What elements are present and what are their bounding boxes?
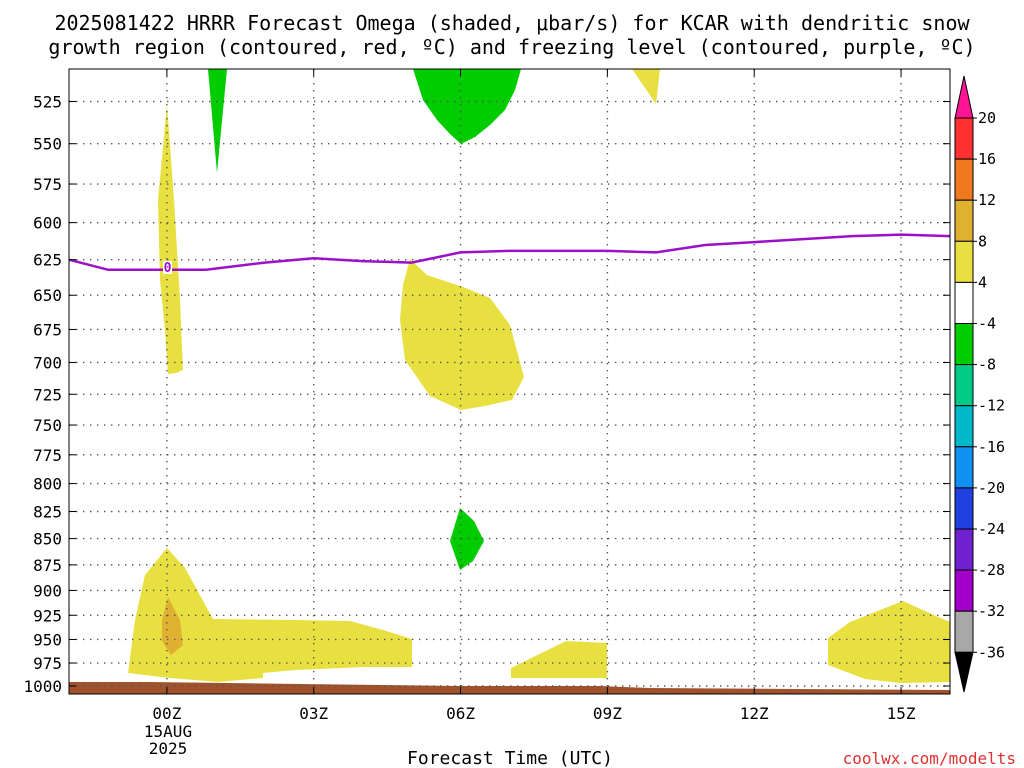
colorbar-segment xyxy=(954,610,974,653)
x-tick-label: 06Z xyxy=(446,704,475,723)
chart-title-line1: 2025081422 HRRR Forecast Omega (shaded, … xyxy=(54,11,970,35)
colorbar-segment xyxy=(954,569,974,612)
y-tick-label: 675 xyxy=(33,320,62,339)
x-axis-label: Forecast Time (UTC) xyxy=(407,748,613,768)
x-tick-label: 03Z xyxy=(299,704,328,723)
colorbar-label: -24 xyxy=(978,520,1005,538)
chart-title-line2: growth region (contoured, red, ºC) and f… xyxy=(48,35,975,59)
colorbar-label: 16 xyxy=(978,150,996,168)
colorbar-segment xyxy=(954,158,974,201)
colorbar: 20 16 12 8 4 -4 -8 -12 -16 -20 -24 -28 -32 -36 xyxy=(954,75,1005,693)
omega-region-yellow-06z-midlevel xyxy=(400,259,524,410)
y-tick-label: 550 xyxy=(33,135,62,154)
colorbar-segment xyxy=(954,117,974,160)
omega-region-yellow-low-left xyxy=(128,548,412,682)
y-tick-label: 975 xyxy=(33,654,62,673)
omega-region-green-upper-mid xyxy=(413,69,521,144)
colorbar-label: 12 xyxy=(978,191,996,209)
y-tick-label: 800 xyxy=(33,475,62,494)
colorbar-label: -32 xyxy=(978,602,1005,620)
colorbar-segment xyxy=(954,240,974,283)
y-tick-label: 600 xyxy=(33,214,62,233)
colorbar-segment xyxy=(954,323,974,366)
omega-shading xyxy=(69,69,950,694)
y-tick-label: 700 xyxy=(33,353,62,372)
omega-region-yellow-09z-low xyxy=(511,641,607,678)
y-tick-label: 575 xyxy=(33,175,62,194)
colorbar-label: -16 xyxy=(978,438,1005,456)
x-tick-label: 15Z xyxy=(887,704,916,723)
x-tick-label: 09Z xyxy=(593,704,622,723)
colorbar-segment xyxy=(954,528,974,571)
colorbar-segment xyxy=(954,281,974,324)
y-tick-label: 950 xyxy=(33,630,62,649)
y-tick-label: 625 xyxy=(33,251,62,270)
colorbar-segment xyxy=(954,199,974,242)
y-tick-label: 925 xyxy=(33,606,62,625)
y-tick-label: 900 xyxy=(33,581,62,600)
colorbar-segment xyxy=(954,446,974,489)
colorbar-label: -8 xyxy=(978,356,996,374)
terrain-below-ground xyxy=(69,682,950,694)
colorbar-segment xyxy=(954,487,974,530)
colorbar-label: -4 xyxy=(978,315,996,333)
omega-region-yellow-upper-right xyxy=(632,69,660,104)
colorbar-segment xyxy=(954,405,974,448)
y-tick-label: 775 xyxy=(33,446,62,465)
x-axis: 00Z 03Z 06Z 09Z 12Z 15Z xyxy=(152,69,916,723)
colorbar-label: 20 xyxy=(978,109,996,127)
y-axis: 525 550 575 600 625 650 675 700 725 750 775 800 825 8… xyxy=(23,93,950,696)
watermark: coolwx.com/modelts xyxy=(843,749,1016,768)
y-tick-label: 750 xyxy=(33,416,62,435)
x-tick-label: 12Z xyxy=(740,704,769,723)
colorbar-label: -36 xyxy=(978,643,1005,661)
colorbar-label: -12 xyxy=(978,397,1005,415)
colorbar-segment xyxy=(954,651,974,693)
freezing-level-label: 0 xyxy=(163,261,172,276)
x-tick-label: 00Z xyxy=(152,704,181,723)
y-tick-label: 525 xyxy=(33,93,62,112)
x-date-line2: 2025 xyxy=(149,739,188,758)
y-tick-label: 650 xyxy=(33,286,62,305)
svg-text:0: 0 xyxy=(164,261,172,276)
omega-region-orange-low xyxy=(162,597,183,655)
colorbar-label: 8 xyxy=(978,232,987,250)
colorbar-label: -20 xyxy=(978,479,1005,497)
freezing-level-contour xyxy=(68,233,951,272)
x-date-line1: 15AUG xyxy=(144,722,192,741)
y-tick-label: 725 xyxy=(33,385,62,404)
plot-frame xyxy=(68,68,951,695)
omega-region-yellow-15z-low xyxy=(828,601,950,683)
y-tick-label: 825 xyxy=(33,502,62,521)
colorbar-label: -28 xyxy=(978,561,1005,579)
omega-region-green-upper-left xyxy=(208,69,227,173)
y-tick-label: 1000 xyxy=(23,677,62,696)
colorbar-segment xyxy=(954,364,974,407)
colorbar-segment xyxy=(954,75,974,119)
y-tick-label: 875 xyxy=(33,556,62,575)
plot-area: 0 xyxy=(68,68,951,695)
y-tick-label: 850 xyxy=(33,530,62,549)
omega-region-green-850 xyxy=(450,508,484,570)
colorbar-label: 4 xyxy=(978,273,987,291)
omega-region-yellow-00z-vertical xyxy=(158,104,183,374)
